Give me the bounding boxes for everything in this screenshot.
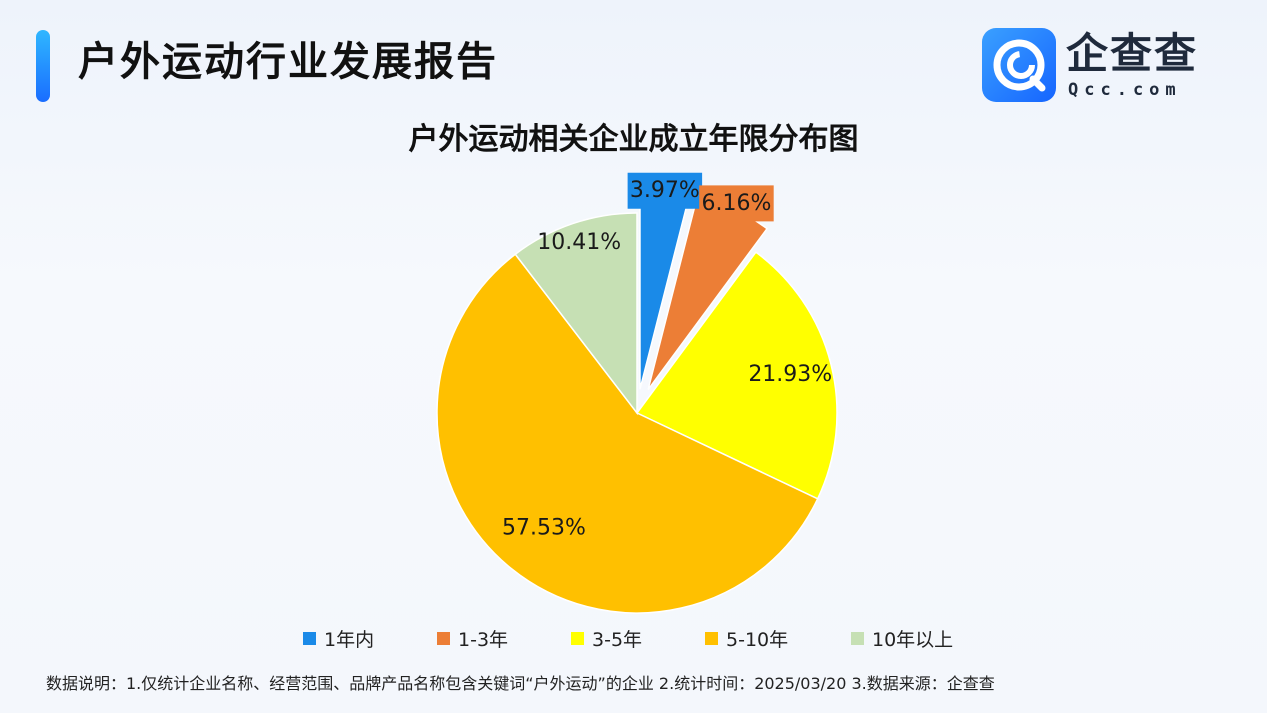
data-label-box-1 — [627, 172, 703, 209]
legend-swatch — [705, 631, 718, 645]
data-label-4: 57.53% — [502, 516, 586, 541]
legend-item-2: 1-3年 — [437, 624, 508, 652]
chart-legend: 1年内 1-3年 3-5年 5-10年 10年以上 — [0, 624, 1267, 652]
legend-label: 1年内 — [324, 628, 375, 651]
legend-item-1: 1年内 — [303, 624, 374, 652]
logo-domain: Qcc.com — [1068, 80, 1182, 100]
qcc-logo-icon — [982, 28, 1056, 102]
data-label-2: 6.16% — [701, 191, 771, 216]
legend-item-4: 5-10年 — [705, 624, 788, 652]
legend-item-3: 3-5年 — [571, 624, 642, 652]
data-label-1: 3.97% — [630, 178, 700, 203]
chart-title: 户外运动相关企业成立年限分布图 — [408, 122, 859, 157]
title-accent-bar — [36, 30, 50, 102]
legend-swatch — [303, 631, 316, 645]
legend-swatch — [571, 631, 584, 645]
pie-slice-3 — [635, 251, 838, 500]
pie-slice-4 — [436, 253, 819, 614]
legend-label: 5-10年 — [726, 628, 789, 651]
data-label-5: 10.41% — [537, 230, 621, 255]
legend-label: 1-3年 — [458, 628, 509, 651]
qcc-logo: 企查查 Qcc.com — [982, 28, 1222, 104]
report-title: 户外运动行业发展报告 — [78, 39, 498, 85]
logo-name: 企查查 — [1066, 29, 1199, 78]
legend-label: 10年以上 — [872, 628, 954, 651]
data-footnote: 数据说明：1.仅统计企业名称、经营范围、品牌产品名称包含关键词“户外运动”的企业… — [46, 674, 995, 693]
data-label-box-2 — [699, 185, 774, 222]
data-label-3: 21.93% — [748, 362, 832, 387]
pie-slice-5 — [514, 212, 638, 416]
legend-label: 3-5年 — [592, 628, 643, 651]
legend-item-5: 10年以上 — [851, 624, 953, 652]
legend-swatch — [851, 631, 864, 645]
legend-swatch — [437, 631, 450, 645]
